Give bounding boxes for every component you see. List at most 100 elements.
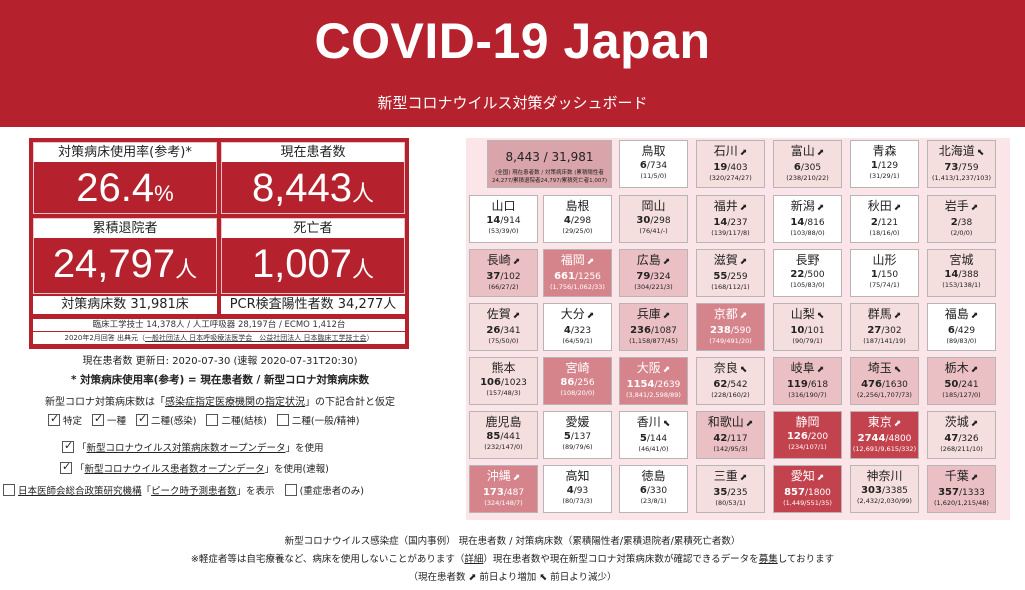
prefecture-breakdown: (103/88/0) xyxy=(790,229,825,237)
prefecture-cell[interactable]: 福島 ⬈ 6/429 (89/83/0) xyxy=(927,303,996,351)
prefecture-cell[interactable]: 大阪 ⬈ 1154/2639 (3,841/2,598/89) xyxy=(619,357,688,405)
prefecture-ratio: 303/3385 xyxy=(861,485,908,496)
prefecture-cell[interactable]: 埼玉 ⬉ 476/1630 (2,256/1,707/73) xyxy=(850,357,919,405)
prefecture-cell[interactable]: 長野 22/500 (105/83/0) xyxy=(773,249,842,297)
prefecture-cell[interactable]: 奈良 ⬉ 62/542 (228/160/2) xyxy=(696,357,765,405)
prefecture-cell[interactable]: 北海道 ⬉ 73/759 (1,413/1,237/103) xyxy=(927,140,996,188)
prefecture-name: 秋田 ⬈ xyxy=(867,199,902,213)
prefecture-cell[interactable]: 愛知 ⬈ 857/1800 (1,449/551/35) xyxy=(773,465,842,513)
prefecture-cell[interactable]: 岩手 ⬈ 2/38 (2/0/0) xyxy=(927,195,996,243)
prefecture-ratio: 5/144 xyxy=(639,433,668,444)
prefecture-cell[interactable]: 京都 ⬈ 238/590 (749/491/20) xyxy=(696,303,765,351)
prefecture-name: 栃木 ⬈ xyxy=(944,361,979,375)
recruit-link[interactable]: 募集 xyxy=(758,554,778,565)
note-text: 新型コロナ対策病床数は「感染症指定医療機関の指定状況」の下記合計と仮定 xyxy=(45,397,395,408)
prefecture-cell[interactable]: 富山 ⬈ 6/305 (238/210/22) xyxy=(773,140,842,188)
arrow-up-icon: ⬈ xyxy=(512,257,521,267)
prefecture-ratio: 106/1023 xyxy=(480,377,527,388)
prefecture-cell[interactable]: 熊本 106/1023 (157/48/3) xyxy=(469,357,538,405)
prefecture-cell[interactable]: 茨城 ⬈ 47/326 (268/211/10) xyxy=(927,411,996,459)
prefecture-ratio: 5/137 xyxy=(563,431,592,442)
prefecture-name: 広島 ⬈ xyxy=(636,253,671,267)
prefecture-ratio: 27/302 xyxy=(867,325,902,336)
arrow-up-icon: ⬈ xyxy=(970,473,979,483)
prefecture-ratio: 1154/2639 xyxy=(626,379,681,390)
prefecture-cell[interactable]: 新潟 ⬈ 14/816 (103/88/0) xyxy=(773,195,842,243)
source-link[interactable]: 一般社団法人 日本呼吸療法医学会 公益社団法人 日本臨床工学技士会 xyxy=(145,334,367,342)
prefecture-cell[interactable]: 神奈川 303/3385 (2,432/2,030/99) xyxy=(850,465,919,513)
prefecture-cell[interactable]: 山形 1/150 (75/74/1) xyxy=(850,249,919,297)
prefecture-cell[interactable]: 宮崎 86/256 (108/20/0) xyxy=(543,357,612,405)
checkbox-patient-open-data[interactable] xyxy=(60,460,72,474)
arrow-up-icon: ⬈ xyxy=(512,311,521,321)
prefecture-name: 長野 xyxy=(795,253,820,267)
prefecture-cell[interactable]: 広島 ⬈ 79/324 (304/221/3) xyxy=(619,249,688,297)
patient-open-data-link[interactable]: 新型コロナウイルス患者数オープンデータ xyxy=(84,464,265,475)
prefecture-ratio: 119/618 xyxy=(786,379,829,390)
prefecture-cell[interactable]: 鳥取 6/734 (11/5/0) xyxy=(619,140,688,188)
prefecture-cell[interactable]: 岡山 30/298 (76/41/-) xyxy=(619,195,688,243)
peak-forecast-link[interactable]: ピーク時予測患者数 xyxy=(151,486,237,497)
prefecture-cell[interactable]: 和歌山 ⬈ 42/117 (142/95/3) xyxy=(696,411,765,459)
prefecture-cell[interactable]: 佐賀 ⬈ 26/341 (75/50/0) xyxy=(469,303,538,351)
prefecture-ratio: 30/298 xyxy=(636,215,671,226)
arrow-up-icon: ⬈ xyxy=(512,473,521,483)
prefecture-cell[interactable]: 沖縄 ⬈ 173/487 (324/148/7) xyxy=(469,465,538,513)
checkbox-peak-forecast[interactable] xyxy=(3,484,15,496)
prefecture-cell[interactable]: 青森 1/129 (31/29/1) xyxy=(850,140,919,188)
prefecture-ratio: 86/256 xyxy=(560,377,595,388)
prefecture-cell[interactable]: 秋田 ⬈ 2/121 (18/16/0) xyxy=(850,195,919,243)
prefecture-breakdown: (89/83/0) xyxy=(946,337,977,345)
prefecture-cell[interactable]: 香川 ⬉ 5/144 (46/41/0) xyxy=(619,411,688,459)
checkbox-nishu-kansen[interactable] xyxy=(136,412,149,426)
checkbox-severe-only[interactable] xyxy=(284,484,297,496)
prefecture-ratio: 6/734 xyxy=(639,160,668,171)
prefecture-cell[interactable]: 滋賀 ⬈ 55/259 (168/112/1) xyxy=(696,249,765,297)
prefecture-ratio: 476/1630 xyxy=(861,379,908,390)
arrow-down-icon: ⬉ xyxy=(739,365,748,375)
prefecture-ratio: 357/1333 xyxy=(938,487,985,498)
prefecture-cell[interactable]: 三重 ⬈ 35/235 (80/53/1) xyxy=(696,465,765,513)
prefecture-cell[interactable]: 群馬 ⬈ 27/302 (187/141/19) xyxy=(850,303,919,351)
prefecture-cell[interactable]: 愛媛 5/137 (89/79/6) xyxy=(543,411,612,459)
prefecture-cell[interactable]: 長崎 ⬈ 37/102 (66/27/2) xyxy=(469,249,538,297)
national-total-cell[interactable]: 8,443 / 31,981 (全国) 現在患者数 / 対策病床数 (累積陽性者… xyxy=(487,140,612,188)
prefecture-cell[interactable]: 島根 4/298 (29/25/0) xyxy=(543,195,612,243)
prefecture-cell[interactable]: 東京 ⬈ 2744/4800 (12,691/9,615/332) xyxy=(850,411,919,459)
prefecture-cell[interactable]: 栃木 ⬈ 50/241 (185/127/0) xyxy=(927,357,996,405)
prefecture-breakdown: (66/27/2) xyxy=(488,283,519,291)
prefecture-cell[interactable]: 鹿児島 85/441 (232/147/0) xyxy=(469,411,538,459)
prefecture-cell[interactable]: 千葉 ⬈ 357/1333 (1,620/1,215/48) xyxy=(927,465,996,513)
prefecture-cell[interactable]: 兵庫 ⬈ 236/1087 (1,158/877/45) xyxy=(619,303,688,351)
prefecture-cell[interactable]: 石川 ⬈ 19/403 (320/274/27) xyxy=(696,140,765,188)
prefecture-breakdown: (1,620/1,215/48) xyxy=(934,499,989,507)
prefecture-breakdown: (1,413/1,237/103) xyxy=(931,174,992,182)
jmari-link[interactable]: 日本医師会総合政策研究機構 xyxy=(18,486,142,497)
prefecture-cell[interactable]: 静岡 126/200 (234/107/1) xyxy=(773,411,842,459)
checkbox-nishu-ippan[interactable] xyxy=(276,414,289,426)
checkbox-bed-open-data[interactable] xyxy=(62,439,74,453)
prefecture-breakdown: (320/274/27) xyxy=(709,174,752,182)
bed-open-data-link[interactable]: 新型コロナウイルス対策病床数オープンデータ xyxy=(86,443,286,454)
prefecture-cell[interactable]: 福岡 ⬈ 661/1256 (1,756/1,062/33) xyxy=(543,249,612,297)
checkbox-tokutei[interactable] xyxy=(48,412,60,426)
prefecture-cell[interactable]: 徳島 6/330 (23/8/1) xyxy=(619,465,688,513)
prefecture-ratio: 2/121 xyxy=(870,217,899,228)
option-patient-open-data: 「新型コロナウイルス患者数オープンデータ」を使用(速報) xyxy=(60,460,329,475)
detail-link[interactable]: 詳細 xyxy=(464,554,484,565)
prefecture-name: 佐賀 ⬈ xyxy=(486,307,521,321)
prefecture-cell[interactable]: 高知 4/93 (80/73/3) xyxy=(543,465,612,513)
checkbox-nishu-kekkaku[interactable] xyxy=(206,414,219,426)
option-bed-open-data: 「新型コロナウイルス対策病床数オープンデータ」を使用 xyxy=(62,439,323,454)
label-nishu-kansen: 二種(感染) xyxy=(151,416,197,427)
note-link[interactable]: 感染症指定医療機関の指定状況 xyxy=(165,397,305,408)
prefecture-cell[interactable]: 山梨 ⬉ 10/101 (90/79/1) xyxy=(773,303,842,351)
label-nishu-ippan: 二種(一般/精神) xyxy=(291,416,360,427)
prefecture-cell[interactable]: 大分 ⬈ 4/323 (64/59/1) xyxy=(543,303,612,351)
prefecture-cell[interactable]: 福井 ⬈ 14/237 (139/117/8) xyxy=(696,195,765,243)
prefecture-cell[interactable]: 宮城 14/388 (153/138/1) xyxy=(927,249,996,297)
checkbox-isshu[interactable] xyxy=(92,412,105,426)
prefecture-cell[interactable]: 岐阜 ⬈ 119/618 (316/190/7) xyxy=(773,357,842,405)
prefecture-cell[interactable]: 山口 14/914 (53/39/0) xyxy=(469,195,538,243)
updated-text: 現在患者数 更新日: 2020-07-30 (速報 2020-07-31T20:… xyxy=(82,356,358,367)
